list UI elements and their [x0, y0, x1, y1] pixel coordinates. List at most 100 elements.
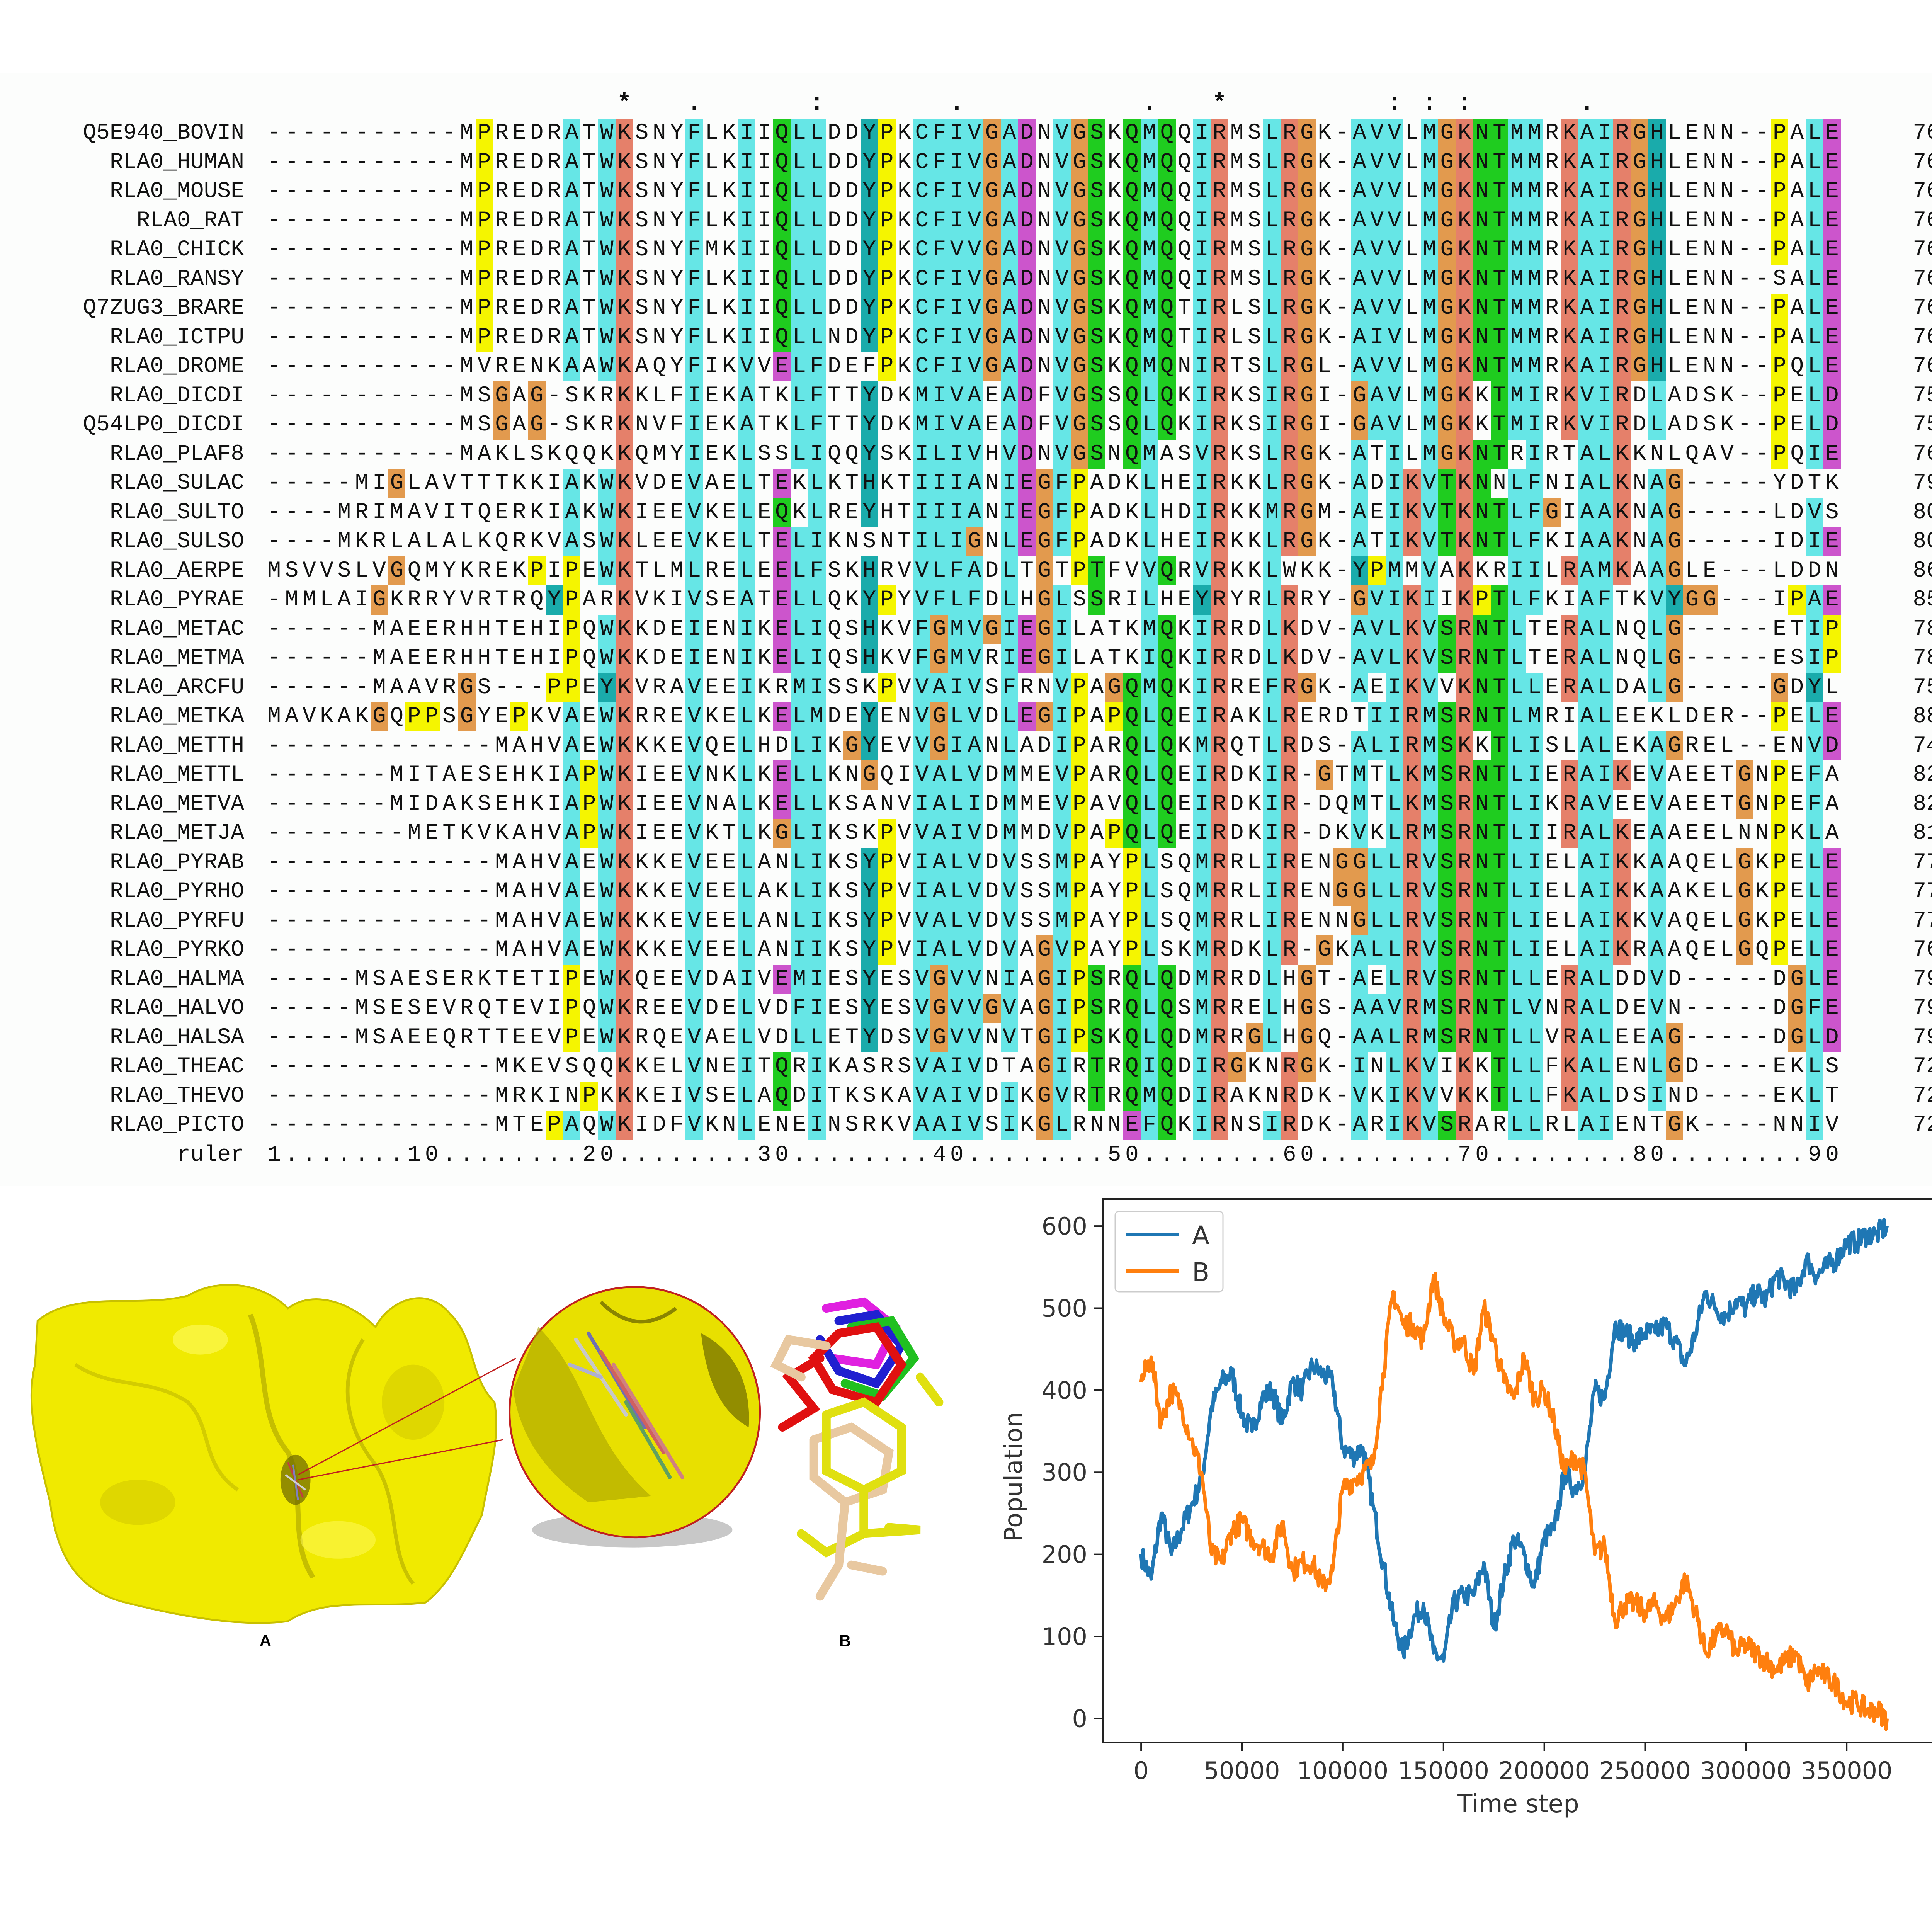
residue: - [355, 121, 369, 146]
residue: S [1088, 119, 1106, 148]
residue: L [705, 121, 719, 146]
residue: G [1298, 119, 1316, 148]
residue: - [320, 121, 333, 146]
y-axis-label: Population [1000, 1412, 1028, 1542]
residue: Y [861, 119, 878, 148]
alignment-row: Q5E940_BOVIN - - - - - - - - - - - M P R E D R A T W K S N Y F L K I… [0, 119, 1932, 148]
residue: P [878, 119, 896, 148]
residue: - [407, 150, 421, 175]
residue: F [930, 119, 948, 148]
residue: M [1420, 148, 1439, 177]
residue: - [302, 150, 316, 175]
residue: Q [1177, 121, 1191, 146]
residue: S [1248, 121, 1261, 146]
residue: E [512, 121, 526, 146]
residue: I [757, 121, 771, 146]
plot-frame [1102, 1198, 1932, 1743]
residue: - [425, 150, 439, 175]
residue: V [1386, 148, 1403, 177]
residue: K [1456, 119, 1473, 148]
residue: Q [773, 119, 791, 148]
residue-count: 76 [1913, 121, 1932, 146]
residue: I [1193, 119, 1211, 148]
residue: G [1438, 148, 1456, 177]
x-tick-label: 250000 [1599, 1757, 1691, 1785]
y-tick-label: 100 [1042, 1622, 1087, 1651]
residue: D [1018, 148, 1036, 177]
residue: - [442, 150, 456, 175]
residue: D [827, 150, 841, 175]
residue: L [1405, 150, 1419, 175]
residue: Q [1123, 148, 1141, 177]
x-tick-label: 100000 [1297, 1757, 1389, 1785]
residue: K [898, 121, 911, 146]
residue: P [475, 148, 493, 177]
residue: M [1508, 148, 1526, 177]
residue: V [966, 119, 983, 148]
residue: A [1350, 119, 1368, 148]
residue: F [685, 119, 703, 148]
residue: D [845, 121, 859, 146]
residue: M [1230, 150, 1244, 175]
residue: L [808, 119, 826, 148]
consensus-mark: : [810, 90, 824, 117]
residue: V [1053, 148, 1071, 177]
residue: A [1790, 121, 1804, 146]
residue: N [652, 150, 666, 175]
consensus-mark: . [1580, 90, 1594, 117]
residue: I [948, 148, 966, 177]
consensus-mark: : [1387, 90, 1402, 117]
residue: M [1526, 119, 1543, 148]
residue: R [1545, 121, 1559, 146]
residue: A [1578, 119, 1596, 148]
residue: R [1281, 119, 1298, 148]
x-tick-label: 50000 [1204, 1757, 1280, 1785]
population-line-chart: 0 50000 100000 150000 200000 250000 300000 3500… [1000, 1198, 1932, 1818]
residue: - [1755, 121, 1769, 146]
residue: K [723, 121, 736, 146]
residue: - [302, 121, 316, 146]
residue: L [791, 119, 808, 148]
residue: N [1702, 121, 1716, 146]
legend-label-b: B [1192, 1257, 1209, 1287]
chart-series-layer [1139, 1218, 1889, 1731]
residue: E [512, 150, 526, 175]
residue: - [267, 150, 281, 175]
residue: Y [670, 150, 684, 175]
residue: L [1806, 119, 1823, 148]
residue: T [1491, 148, 1509, 177]
residue: M [1230, 121, 1244, 146]
residue: - [285, 121, 299, 146]
residue: Y [670, 121, 684, 146]
residue: R [1281, 148, 1298, 177]
residue: A [1000, 148, 1018, 177]
residue: V [966, 148, 983, 177]
residue: I [738, 148, 756, 177]
residue: I [1193, 148, 1211, 177]
residue: G [1438, 119, 1456, 148]
residue: G [1631, 119, 1648, 148]
y-tick-label: 400 [1042, 1376, 1087, 1405]
chart-legend: A B [1114, 1211, 1224, 1293]
residue: - [372, 150, 386, 175]
residue: N [1473, 119, 1491, 148]
residue: S [635, 150, 649, 175]
residue: F [930, 148, 948, 177]
residue: K [898, 150, 911, 175]
residue: N [652, 121, 666, 146]
residue: L [1668, 121, 1682, 146]
residue: D [1018, 119, 1036, 148]
residue: - [267, 121, 281, 146]
residue: Q [1158, 119, 1176, 148]
residue: R [495, 121, 509, 146]
residue: L [1263, 148, 1281, 177]
residue: L [808, 148, 826, 177]
residue: G [1298, 148, 1316, 177]
residue: M [460, 150, 474, 175]
sequence-name: Q5E940_BOVIN [83, 121, 244, 146]
residue: G [983, 148, 1001, 177]
residue: N [1037, 121, 1051, 146]
residue: - [390, 121, 404, 146]
residue: Q [1123, 119, 1141, 148]
residue: D [530, 150, 544, 175]
